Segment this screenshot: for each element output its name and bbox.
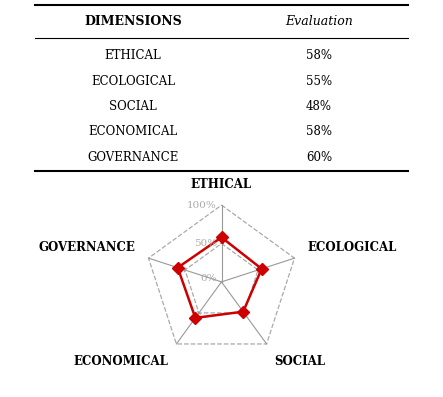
Text: ETHICAL: ETHICAL [191, 178, 252, 191]
Text: ECOLOGICAL: ECOLOGICAL [91, 75, 175, 88]
Text: GOVERNANCE: GOVERNANCE [39, 241, 136, 254]
Text: ECONOMICAL: ECONOMICAL [74, 355, 168, 368]
Text: GOVERNANCE: GOVERNANCE [87, 151, 179, 164]
Text: 100%: 100% [187, 200, 217, 210]
Text: SOCIAL: SOCIAL [109, 100, 157, 113]
Text: 60%: 60% [306, 151, 332, 164]
Text: 0%: 0% [200, 274, 217, 283]
Text: DIMENSIONS: DIMENSIONS [84, 15, 182, 28]
Text: ETHICAL: ETHICAL [105, 49, 161, 62]
Text: 48%: 48% [306, 100, 332, 113]
Text: 55%: 55% [306, 75, 332, 88]
Text: 50%: 50% [194, 239, 217, 248]
Text: SOCIAL: SOCIAL [275, 355, 326, 368]
Text: 58%: 58% [306, 125, 332, 139]
Text: ECONOMICAL: ECONOMICAL [88, 125, 178, 139]
Text: 58%: 58% [306, 49, 332, 62]
Text: Evaluation: Evaluation [285, 15, 353, 28]
Text: ECOLOGICAL: ECOLOGICAL [307, 241, 397, 254]
